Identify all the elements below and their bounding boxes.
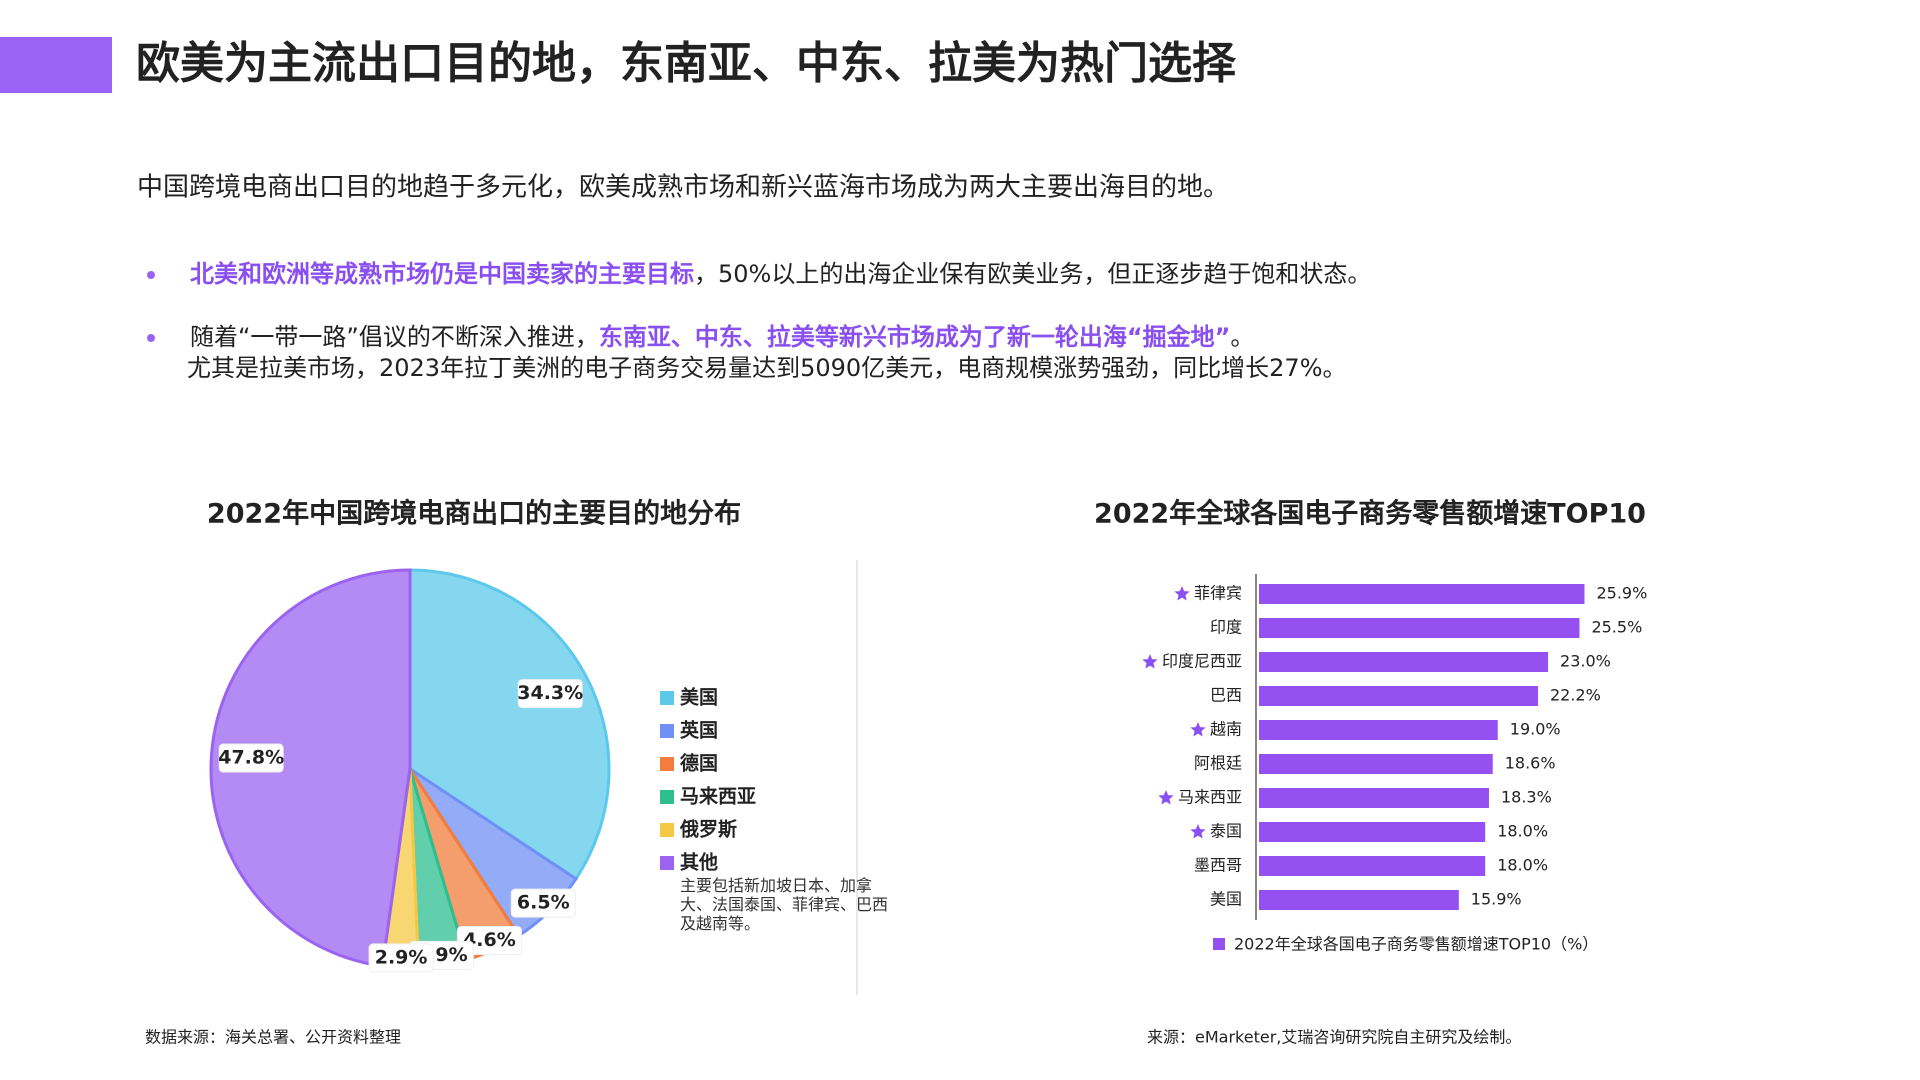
value-label: 22.2% [1550, 686, 1601, 705]
value-label-box [517, 679, 583, 709]
legend-swatch [660, 691, 674, 705]
y-tick-label: 越南 [1210, 720, 1242, 739]
legend-label: 美国 [680, 686, 718, 709]
value-label: 34.3% [517, 682, 583, 704]
y-tick-label: 菲律宾 [1194, 584, 1242, 603]
bullet-line: 尤其是拉美市场，2023年拉丁美洲的电子商务交易量达到5090亿美元，电商规模涨… [187, 354, 1347, 382]
bar [1259, 856, 1486, 876]
bar [1259, 822, 1486, 842]
value-label: 18.6% [1505, 754, 1556, 773]
bullet-text: 随着“一带一路”倡议的不断深入推进， [190, 323, 599, 351]
chart-title: 2022年全球各国电子商务零售额增速TOP10 [1094, 498, 1646, 530]
y-tick-label: 美国 [1210, 890, 1242, 909]
legend-label: 2022年全球各国电子商务零售额增速TOP10（%） [1234, 935, 1598, 954]
legend-note: 主要包括新加坡日本、加拿大、法国泰国、菲律宾、巴西及越南等。 [680, 876, 889, 933]
star [1190, 722, 1206, 737]
star [1174, 586, 1190, 601]
legend-swatch [660, 823, 674, 837]
title-accent [0, 37, 112, 93]
y-tick-label: 阿根廷 [1194, 754, 1242, 773]
bullet: 北美和欧洲等成熟市场仍是中国卖家的主要目标，50%以上的出海企业保有欧美业务，但… [190, 260, 1371, 288]
slide-title: 欧美为主流出口目的地，东南亚、中东、拉美为热门选择 [136, 38, 1237, 89]
value-label: 18.3% [1501, 788, 1552, 807]
legend-label: 德国 [680, 752, 718, 775]
bar [1259, 754, 1493, 774]
bar [1259, 686, 1538, 706]
bar [1259, 720, 1498, 740]
y-tick-label: 墨西哥 [1194, 856, 1242, 875]
star [1190, 824, 1206, 839]
source: 来源：eMarketer,艾瑞咨询研究院自主研究及绘制。 [1147, 1028, 1521, 1047]
value-label: 18.0% [1497, 822, 1548, 841]
y-tick-label: 印度 [1210, 618, 1242, 637]
chart-title: 2022年中国跨境电商出口的主要目的地分布 [207, 498, 741, 530]
value-label-box [510, 888, 576, 918]
value-label-box [218, 743, 284, 773]
bullet-text: ，50%以上的出海企业保有欧美业务，但正逐步趋于饱和状态。 [694, 260, 1371, 288]
bar [1259, 652, 1549, 672]
bullet: 随着“一带一路”倡议的不断深入推进，东南亚、中东、拉美等新兴市场成为了新一轮出海… [190, 323, 1254, 351]
intro: 中国跨境电商出口目的地趋于多元化，欧美成熟市场和新兴蓝海市场成为两大主要出海目的… [137, 173, 1229, 203]
legend-swatch [660, 790, 674, 804]
value-label: 47.8% [218, 747, 284, 769]
value-label-box [368, 943, 434, 973]
y-tick-label: 马来西亚 [1178, 788, 1242, 807]
bar [1259, 618, 1580, 638]
star [1158, 790, 1174, 805]
y-tick-label: 泰国 [1210, 822, 1242, 841]
legend-label: 俄罗斯 [679, 818, 737, 841]
value-label: 25.9% [1596, 584, 1647, 603]
legend-swatch [660, 724, 674, 738]
value-label: 25.5% [1591, 618, 1642, 637]
value-label: 2.9% [375, 946, 428, 968]
legend-swatch [1213, 938, 1225, 950]
bar [1259, 788, 1489, 808]
bar [1259, 890, 1459, 910]
pie-slice [209, 568, 412, 968]
value-label: 23.0% [1560, 652, 1611, 671]
bullet-highlight: 东南亚、中东、拉美等新兴市场成为了新一轮出海“掘金地” [599, 323, 1231, 351]
value-label: 4.6% [463, 929, 516, 951]
y-tick-label: 印度尼西亚 [1162, 652, 1242, 671]
legend-swatch [660, 856, 674, 870]
bar [1259, 584, 1585, 604]
legend-label: 其他 [680, 851, 718, 874]
legend-label: 马来西亚 [680, 786, 756, 808]
star [1142, 654, 1158, 669]
legend-swatch [660, 757, 674, 771]
bullet-highlight: 北美和欧洲等成熟市场仍是中国卖家的主要目标 [190, 260, 694, 288]
bullet-dot [147, 334, 155, 342]
value-label: 18.0% [1497, 856, 1548, 875]
bullet-dot [147, 271, 155, 279]
source: 数据来源：海关总署、公开资料整理 [145, 1028, 401, 1047]
value-label: 19.0% [1510, 720, 1561, 739]
legend-label: 英国 [680, 719, 718, 742]
value-label: 15.9% [1471, 890, 1522, 909]
y-tick-label: 巴西 [1210, 686, 1242, 705]
bullet-tail: 。 [1230, 323, 1254, 351]
value-label: 6.5% [517, 892, 570, 914]
